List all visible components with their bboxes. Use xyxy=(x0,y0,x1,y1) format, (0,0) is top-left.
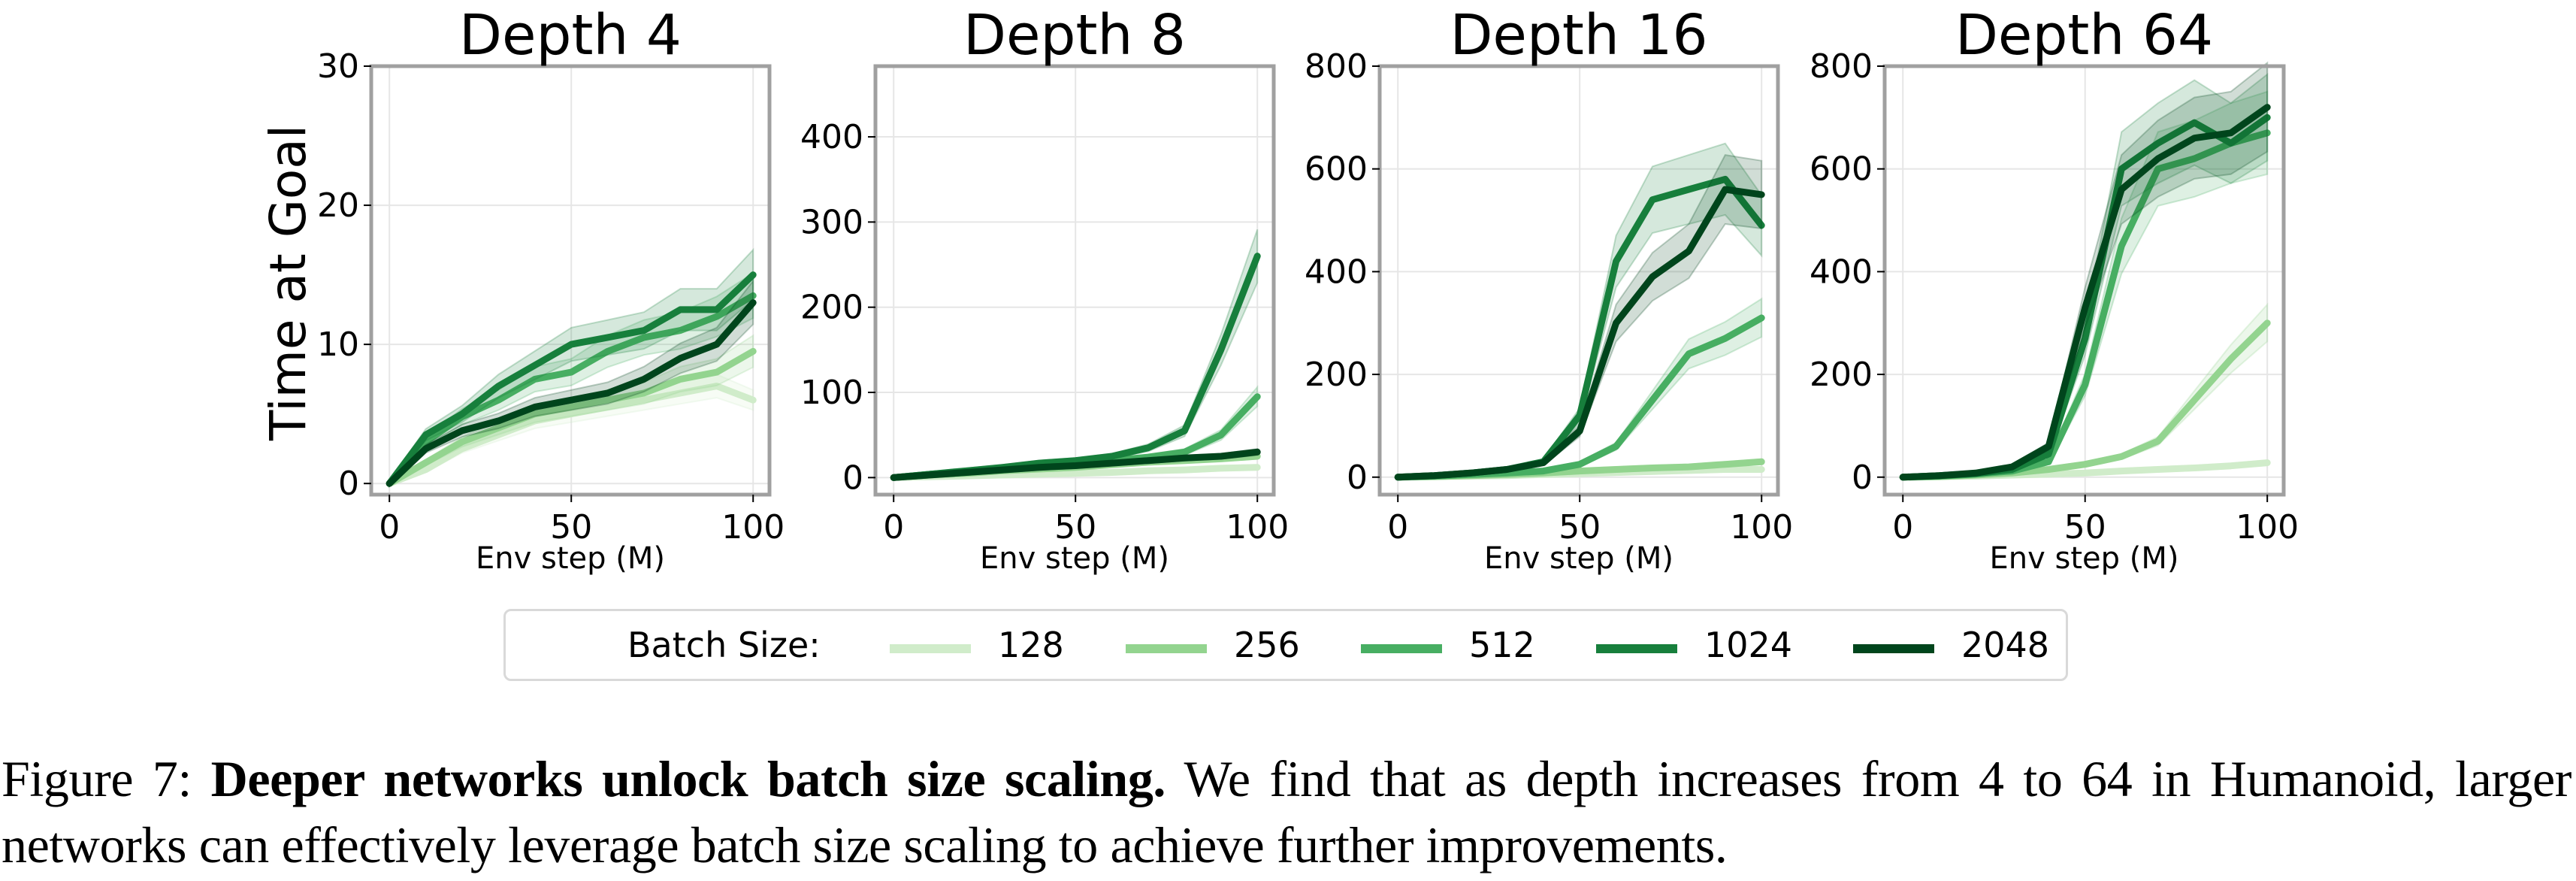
panel-title: Depth 16 xyxy=(1450,3,1707,68)
panel-depth-64: 0 200 400 600 800 0 50 100 Env step (M) Depth 64 xyxy=(1810,3,2299,576)
x-tick-label: 0 xyxy=(883,508,904,546)
caption-bold-title: Deeper networks unlock batch size scalin… xyxy=(210,750,1166,807)
y-tick-label: 0 xyxy=(842,459,863,497)
y-tick-label: 0 xyxy=(338,465,359,503)
caption-text: We find that as depth increases from 4 t… xyxy=(2,750,2571,873)
x-tick-label: 100 xyxy=(1226,508,1289,546)
legend-swatch-512 xyxy=(1361,644,1442,653)
y-tick-label: 100 xyxy=(800,374,863,412)
x-tick-label: 0 xyxy=(1387,508,1408,546)
legend-swatch-1024 xyxy=(1596,644,1677,653)
panel-title: Depth 8 xyxy=(963,3,1186,68)
series-line-2048 xyxy=(1899,104,2271,481)
y-tick-label: 400 xyxy=(800,118,863,156)
confidence-band-2048 xyxy=(389,278,754,488)
series-line-128 xyxy=(385,383,757,487)
plot-frame xyxy=(369,64,772,497)
x-tick-label: 50 xyxy=(2064,508,2106,546)
y-tick-label: 300 xyxy=(800,203,863,241)
y-tick-label: 400 xyxy=(1305,253,1368,291)
legend-swatch-2048 xyxy=(1853,644,1934,653)
y-tick-label: 400 xyxy=(1810,253,1873,291)
plot-frame xyxy=(873,64,1276,497)
series-line-2048 xyxy=(890,448,1261,481)
legend-swatch-128 xyxy=(890,644,971,653)
x-axis-label: Env step (M) xyxy=(1990,541,2179,576)
y-tick-label: 200 xyxy=(1810,356,1873,394)
legend-label-256: 256 xyxy=(1234,625,1300,665)
x-tick-label: 50 xyxy=(1559,508,1601,546)
y-axis-label: Time at Goal xyxy=(259,125,317,441)
legend-label-1024: 1024 xyxy=(1704,625,1793,665)
y-tick-label: 0 xyxy=(1347,459,1368,497)
x-tick-label: 100 xyxy=(1730,508,1793,546)
x-tick-label: 100 xyxy=(2236,508,2299,546)
y-tick-label: 800 xyxy=(1305,47,1368,86)
series-line-512 xyxy=(385,292,757,487)
figure-caption: Figure 7: Deeper networks unlock batch s… xyxy=(2,746,2571,878)
panel-depth-4: 0 10 20 30 0 50 100 Env step (M) Depth 4 xyxy=(317,3,785,576)
legend-label-2048: 2048 xyxy=(1961,625,2050,665)
x-tick-label: 100 xyxy=(721,508,785,546)
legend: Batch Size: 128 256 512 1024 2048 xyxy=(503,609,2068,681)
legend-title: Batch Size: xyxy=(627,625,821,665)
series-line-2048 xyxy=(1394,186,1765,481)
y-tick-label: 600 xyxy=(1810,150,1873,189)
x-tick-label: 0 xyxy=(379,508,400,546)
panel-title: Depth 64 xyxy=(1955,3,2213,68)
y-tick-label: 30 xyxy=(317,47,359,86)
y-tick-label: 10 xyxy=(317,325,359,364)
legend-swatch-256 xyxy=(1126,644,1207,653)
series-line-2048 xyxy=(385,299,757,487)
panel-depth-8: 0 100 200 300 400 0 50 100 Env step (M) Depth 8 xyxy=(800,3,1289,576)
x-axis-label: Env step (M) xyxy=(980,541,1169,576)
series-line-256 xyxy=(385,347,757,487)
legend-label-512: 512 xyxy=(1469,625,1535,665)
plot-frame xyxy=(1377,64,1780,497)
y-tick-label: 600 xyxy=(1305,150,1368,189)
y-tick-label: 0 xyxy=(1852,459,1873,497)
series-line-1024 xyxy=(385,271,757,487)
caption-prefix: Figure 7: xyxy=(2,750,192,807)
y-tick-label: 200 xyxy=(800,289,863,327)
panel-title: Depth 4 xyxy=(459,3,682,68)
x-axis-label: Env step (M) xyxy=(1484,541,1673,576)
y-tick-label: 20 xyxy=(317,186,359,225)
x-axis-label: Env step (M) xyxy=(476,541,665,576)
legend-label-128: 128 xyxy=(998,625,1064,665)
x-tick-label: 50 xyxy=(550,508,592,546)
y-tick-label: 200 xyxy=(1305,356,1368,394)
x-tick-label: 0 xyxy=(1892,508,1913,546)
plot-frame xyxy=(1882,64,2286,497)
y-tick-label: 800 xyxy=(1810,47,1873,86)
panel-depth-16: 0 200 400 600 800 0 50 100 Env step (M) Depth 16 xyxy=(1305,3,1793,576)
x-tick-label: 50 xyxy=(1054,508,1096,546)
